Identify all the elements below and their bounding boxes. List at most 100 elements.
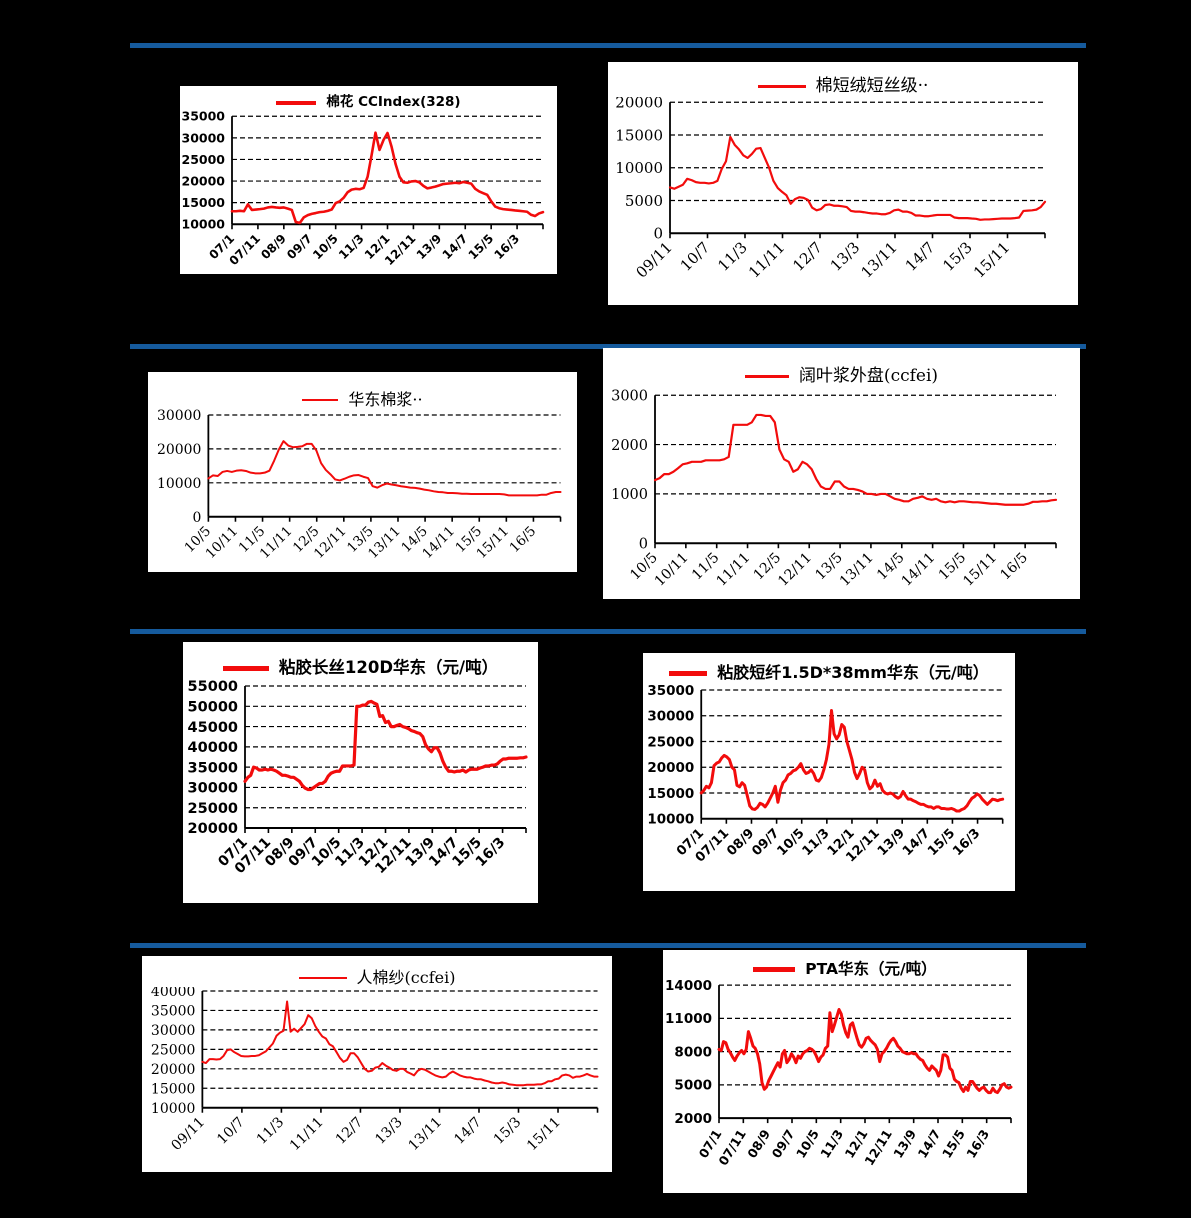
svg-text:25000: 25000: [188, 801, 238, 817]
svg-text:10/5: 10/5: [310, 231, 341, 262]
legend-line-swatch: [222, 665, 269, 671]
svg-text:3000: 3000: [611, 388, 648, 404]
svg-text:13/3: 13/3: [372, 1115, 405, 1148]
chart-title: PTA华东（元/吨）: [805, 960, 937, 978]
svg-text:55000: 55000: [188, 679, 238, 695]
svg-text:11000: 11000: [665, 1011, 712, 1027]
svg-text:15/5: 15/5: [925, 826, 958, 859]
svg-text:10000: 10000: [151, 1101, 195, 1117]
chart-panel-cotton-pulp: 华东棉浆·· 0 10000 20000 30000 10/5 10/11 11/5 11/1…: [148, 372, 577, 572]
chart-title: 人棉纱(ccfei): [356, 968, 456, 987]
svg-text:11/3: 11/3: [336, 231, 367, 262]
svg-text:8000: 8000: [674, 1044, 712, 1060]
svg-text:5000: 5000: [674, 1078, 712, 1094]
svg-text:30000: 30000: [182, 130, 226, 145]
svg-text:10/5: 10/5: [793, 1127, 822, 1161]
chart-panel-pta: PTA华东（元/吨） 2000 5000 8000 11000 14000 07/1 07/…: [663, 950, 1027, 1193]
chart-legend: 阔叶浆外盘(ccfei): [603, 348, 1080, 387]
legend-line-swatch: [753, 967, 796, 973]
svg-text:16/3: 16/3: [950, 826, 983, 859]
svg-text:30000: 30000: [151, 1023, 195, 1039]
line-chart: 010002000300010/510/1111/511/1112/512/11…: [611, 388, 1058, 589]
chart-panel-rayon-yarn: 人棉纱(ccfei) 10000 15000 20000 25000 30000 3500…: [142, 956, 612, 1172]
chart-panel-cotton-linter: 棉短绒短丝级·· 0 5000 10000 15000 20000 09/11 10/7 11…: [608, 62, 1078, 305]
svg-text:16/3: 16/3: [963, 1127, 992, 1161]
svg-text:14/7: 14/7: [451, 1115, 484, 1148]
svg-text:2000: 2000: [611, 437, 648, 453]
svg-text:09/7: 09/7: [284, 231, 315, 262]
svg-text:14/7: 14/7: [915, 1127, 944, 1161]
svg-text:16/5: 16/5: [507, 524, 539, 556]
chart-title: 棉短绒短丝级··: [815, 76, 929, 96]
svg-text:11/3: 11/3: [254, 1115, 287, 1148]
svg-text:25000: 25000: [182, 151, 226, 166]
section-divider-4: [130, 943, 1086, 948]
svg-text:50000: 50000: [188, 699, 238, 715]
svg-text:08/9: 08/9: [724, 826, 757, 859]
svg-text:13/9: 13/9: [414, 231, 445, 262]
svg-text:11/11: 11/11: [745, 238, 788, 281]
svg-text:13/11: 13/11: [858, 238, 901, 281]
svg-text:13/11: 13/11: [406, 1115, 446, 1155]
line-chart: 10000150002000025000300003500007/107/110…: [647, 683, 1005, 866]
svg-text:35000: 35000: [151, 1004, 195, 1020]
svg-text:15/5: 15/5: [939, 1127, 968, 1161]
legend-line-swatch: [669, 670, 708, 676]
legend-line-swatch: [302, 398, 339, 402]
svg-text:35000: 35000: [647, 683, 694, 699]
svg-text:10/11: 10/11: [652, 549, 692, 589]
legend-line-swatch: [757, 85, 806, 89]
chart-panel-viscose-filament: 粘胶长丝120D华东（元/吨） 20000 25000 30000 35000 4000…: [183, 642, 538, 903]
svg-text:30000: 30000: [647, 709, 694, 725]
svg-text:09/11: 09/11: [168, 1115, 208, 1155]
legend-line-swatch: [276, 100, 317, 105]
svg-text:25000: 25000: [151, 1043, 195, 1059]
chart-panel-viscose-staple: 粘胶短纤1.5D*38mm华东（元/吨） 10000 15000 20000 2500…: [643, 653, 1015, 891]
svg-text:11/3: 11/3: [800, 826, 833, 859]
svg-text:15/11: 15/11: [970, 238, 1013, 281]
svg-text:08/9: 08/9: [258, 231, 289, 262]
svg-text:13/11: 13/11: [837, 549, 877, 589]
svg-text:20000: 20000: [157, 442, 201, 458]
svg-text:13/9: 13/9: [890, 1127, 919, 1161]
svg-text:30000: 30000: [157, 409, 201, 424]
svg-text:40000: 40000: [188, 740, 238, 756]
svg-text:10/5: 10/5: [774, 826, 807, 859]
svg-text:10/7: 10/7: [214, 1115, 247, 1148]
svg-text:13/9: 13/9: [875, 826, 908, 859]
chart-title: 棉花 CCIndex(328): [326, 94, 461, 110]
svg-text:10/7: 10/7: [677, 238, 714, 275]
svg-text:0: 0: [192, 510, 201, 526]
chart-legend: 棉花 CCIndex(328): [180, 86, 557, 111]
chart-legend: 华东棉浆··: [148, 372, 577, 409]
chart-legend: 粘胶短纤1.5D*38mm华东（元/吨）: [643, 653, 1015, 682]
chart-panel-cotton-ccindex: 棉花 CCIndex(328) 10000 15000 20000 25000 3000…: [180, 86, 557, 274]
chart-legend: PTA华东（元/吨）: [663, 950, 1027, 979]
svg-text:14/7: 14/7: [902, 238, 939, 275]
svg-text:0: 0: [639, 536, 648, 552]
chart-title: 阔叶浆外盘(ccfei): [798, 366, 939, 386]
svg-text:20000: 20000: [615, 97, 663, 112]
svg-text:20000: 20000: [182, 173, 226, 188]
svg-text:14/7: 14/7: [900, 826, 933, 859]
svg-text:15000: 15000: [151, 1082, 195, 1098]
svg-text:15000: 15000: [182, 195, 226, 210]
svg-text:40000: 40000: [151, 987, 195, 1000]
svg-text:2000: 2000: [674, 1111, 712, 1127]
svg-text:14/7: 14/7: [440, 231, 471, 262]
svg-text:16/5: 16/5: [997, 549, 1031, 583]
legend-line-swatch: [298, 976, 347, 980]
svg-text:15000: 15000: [647, 786, 694, 802]
svg-text:5000: 5000: [625, 191, 663, 209]
chart-title: 华东棉浆··: [348, 390, 423, 409]
line-chart: 200050008000110001400007/107/1108/909/71…: [665, 979, 1013, 1168]
svg-text:09/11: 09/11: [633, 238, 676, 281]
svg-text:09/7: 09/7: [749, 826, 782, 859]
svg-text:45000: 45000: [188, 720, 238, 736]
svg-text:12/11: 12/11: [775, 549, 815, 589]
chart-legend: 粘胶长丝120D华东（元/吨）: [183, 642, 538, 678]
section-divider-2: [130, 344, 1086, 349]
svg-text:14/11: 14/11: [899, 549, 939, 589]
svg-text:14000: 14000: [665, 979, 712, 994]
